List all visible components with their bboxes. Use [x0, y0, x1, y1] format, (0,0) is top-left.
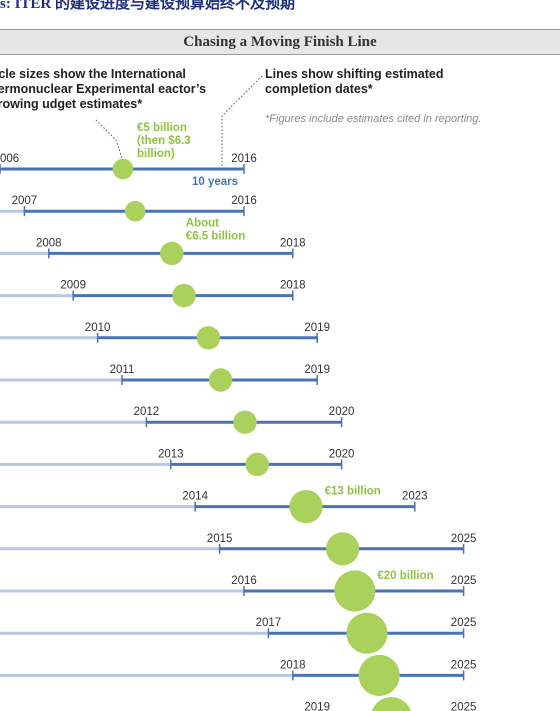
completion-year-label: 2019	[304, 364, 330, 376]
completion-year-label: 2020	[329, 406, 355, 418]
completion-year-label: 2020	[329, 448, 355, 460]
budget-circle	[371, 697, 411, 711]
budget-circle	[112, 158, 134, 180]
budget-circle	[124, 200, 146, 222]
completion-year-label: 2016	[231, 153, 257, 165]
budget-circle	[326, 532, 360, 566]
completion-year-label: 2025	[451, 702, 477, 711]
completion-year-label: 2018	[280, 280, 306, 292]
completion-year-label: 2025	[451, 659, 477, 671]
start-year-label: 2014	[182, 491, 208, 503]
start-year-label: 2010	[85, 322, 111, 334]
budget-circle	[172, 283, 196, 308]
budget-label: billion)	[137, 148, 175, 160]
completion-year-label: 2023	[402, 491, 428, 503]
start-year-label: 2012	[134, 406, 160, 418]
budget-label: €20 billion	[377, 570, 433, 582]
start-year-label: 2013	[158, 448, 184, 460]
start-year-label: 2007	[12, 195, 38, 207]
start-year-label: 2008	[36, 237, 62, 249]
completion-year-label: 2016	[231, 195, 257, 207]
completion-year-label: 2025	[451, 533, 477, 545]
completion-year-label: 2018	[280, 237, 306, 249]
budget-label: About	[186, 217, 219, 229]
start-year-label: 2018	[280, 659, 306, 671]
budget-circle	[208, 368, 233, 392]
start-year-label: 2009	[60, 280, 86, 292]
budget-label: €5 billion	[137, 122, 187, 134]
budget-label: €6.5 billion	[186, 230, 245, 242]
completion-year-label: 2025	[451, 617, 477, 629]
budget-circle	[245, 452, 269, 477]
budget-circle	[233, 410, 257, 434]
start-year-label: 2019	[304, 702, 330, 711]
budget-circle	[196, 326, 221, 350]
circle-note-leader	[95, 119, 123, 159]
start-year-label: 2016	[231, 575, 257, 587]
completion-year-label: 2019	[304, 322, 330, 334]
line-note: Lines show shifting estimated completion…	[265, 67, 444, 96]
budget-circle	[289, 490, 323, 524]
chart-title-bar: Chasing a Moving Finish Line	[0, 29, 560, 55]
budget-circle	[334, 570, 376, 612]
figure-caption: s: ITER 的建设进度与建设预算始终不及预期	[0, 0, 296, 12]
budget-circle	[358, 654, 400, 696]
span-label: 10 years	[192, 176, 238, 188]
start-year-label: 006	[0, 153, 19, 165]
circle-size-note: ircle sizes show the International hermo…	[0, 67, 207, 111]
footnote: *Figures include estimates cited in repo…	[265, 113, 482, 125]
start-year-label: 2011	[110, 364, 135, 376]
completion-year-label: 2025	[451, 575, 477, 587]
line-note-leader	[221, 75, 263, 166]
budget-label: €13 billion	[325, 486, 381, 498]
start-year-label: 2015	[207, 533, 233, 545]
start-year-label: 2017	[256, 617, 282, 629]
chart-title: Chasing a Moving Finish Line	[183, 34, 377, 50]
budget-label: (then $6.3	[137, 135, 191, 147]
budget-circle	[346, 612, 388, 654]
budget-circle	[160, 241, 184, 266]
